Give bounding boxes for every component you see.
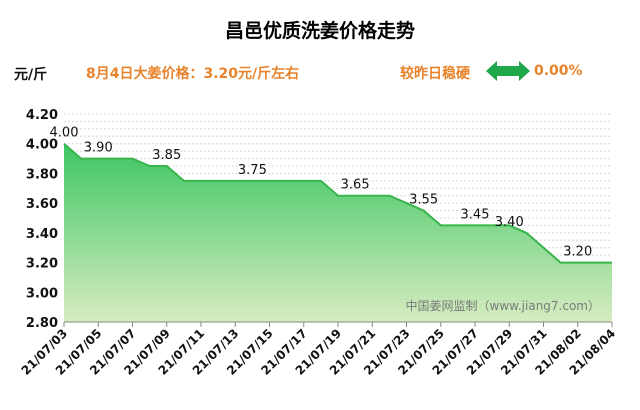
y-tick-label: 2.80	[26, 316, 58, 331]
y-tick-label: 3.20	[26, 257, 58, 272]
price-line	[63, 142, 612, 264]
data-label: 3.85	[152, 148, 181, 163]
data-label: 3.55	[409, 193, 438, 208]
double-arrow-icon	[486, 61, 530, 81]
today-price-label: 8月4日大姜价格：3.20元/斤左右	[86, 66, 300, 82]
data-label: 3.40	[495, 215, 524, 230]
y-tick-label: 3.80	[26, 167, 58, 182]
x-tick-labels: 21/07/0321/07/0521/07/0721/07/0921/07/11…	[19, 322, 618, 378]
y-tick-label: 3.60	[26, 197, 58, 212]
y-tick-label: 4.00	[26, 138, 58, 153]
y-tick-labels: 2.80 3.00 3.20 3.40 3.60 3.80 4.00 4.20	[26, 108, 58, 331]
data-label: 3.90	[84, 141, 113, 156]
unit-label: 元/斤	[14, 67, 48, 83]
price-area	[64, 143, 612, 322]
y-tick-label: 4.20	[26, 108, 58, 123]
data-labels: 4.00 3.90 3.85 3.75 3.65 3.55 3.45 3.40 3.20	[50, 126, 593, 260]
y-tick-label: 3.00	[26, 286, 58, 301]
compare-label: 较昨日稳硬	[400, 66, 470, 82]
data-label: 3.75	[238, 163, 267, 178]
chart-title: 昌邑优质洗姜价格走势	[224, 20, 415, 42]
data-label: 3.20	[563, 245, 592, 260]
y-tick-label: 3.40	[26, 227, 58, 242]
watermark-text: 中国姜网监制（www.jiang7.com）	[406, 298, 600, 313]
data-label: 3.65	[341, 178, 370, 193]
data-label: 4.00	[50, 126, 79, 141]
data-label: 3.45	[461, 207, 490, 222]
change-percent: 0.00%	[534, 63, 583, 79]
